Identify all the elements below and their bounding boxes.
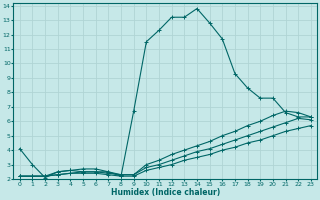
X-axis label: Humidex (Indice chaleur): Humidex (Indice chaleur) <box>111 188 220 197</box>
